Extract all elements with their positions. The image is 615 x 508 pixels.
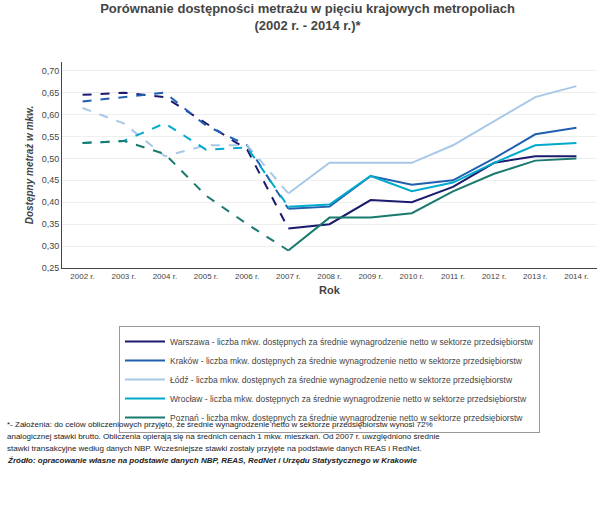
svg-text:Poznań - liczba mkw. dostępnyc: Poznań - liczba mkw. dostępnych za średn…: [170, 413, 523, 423]
svg-text:2003 r.: 2003 r.: [111, 272, 135, 281]
svg-text:2007 r.: 2007 r.: [276, 272, 300, 281]
svg-text:2009 r.: 2009 r.: [358, 272, 382, 281]
svg-text:2014 r.: 2014 r.: [564, 272, 588, 281]
svg-text:2013 r.: 2013 r.: [523, 272, 547, 281]
svg-text:0,40: 0,40: [42, 197, 60, 207]
svg-text:2005 r.: 2005 r.: [194, 272, 218, 281]
svg-text:2006 r.: 2006 r.: [235, 272, 259, 281]
svg-text:Wrocław - liczba mkw. dostępny: Wrocław - liczba mkw. dostępnych za śred…: [170, 394, 527, 404]
svg-text:Rok: Rok: [319, 284, 341, 296]
svg-text:Warszawa - liczba mkw. dostępn: Warszawa - liczba mkw. dostępnych za śre…: [170, 337, 534, 347]
svg-text:0,30: 0,30: [42, 241, 60, 251]
svg-text:0,60: 0,60: [42, 110, 60, 120]
svg-text:Porównanie dostępności metrażu: Porównanie dostępności metrażu w pięciu …: [100, 1, 515, 33]
svg-text:0,55: 0,55: [42, 132, 60, 142]
svg-text:0,65: 0,65: [42, 88, 60, 98]
svg-text:0,50: 0,50: [42, 154, 60, 164]
svg-text:Dostępny metraż w mkw.: Dostępny metraż w mkw.: [24, 106, 35, 225]
svg-text:2004 r.: 2004 r.: [153, 272, 177, 281]
svg-text:Łódź - liczba mkw. dostępnych: Łódź - liczba mkw. dostępnych za średnie…: [170, 375, 513, 385]
svg-text:stawki transakcyjne według dan: stawki transakcyjne według danych NBP. W…: [7, 444, 422, 453]
svg-text:2011 r.: 2011 r.: [441, 272, 465, 281]
svg-text:0,45: 0,45: [42, 175, 60, 185]
svg-text:Źródło: opracowanie własne na: Źródło: opracowanie własne na podstawie …: [7, 456, 417, 465]
svg-text:2008 r.: 2008 r.: [317, 272, 341, 281]
svg-text:analogicznej stawki brutto. Ob: analogicznej stawki brutto. Obliczenia o…: [7, 432, 440, 441]
svg-text:0,35: 0,35: [42, 219, 60, 229]
svg-text:0,70: 0,70: [42, 66, 60, 76]
svg-text:*- Założenia: do celów oblicze: *- Założenia: do celów obliczeniowych pr…: [7, 420, 433, 429]
svg-text:2012 r.: 2012 r.: [482, 272, 506, 281]
svg-text:0,25: 0,25: [42, 263, 60, 273]
svg-text:2010 r.: 2010 r.: [400, 272, 424, 281]
svg-text:2002 r.: 2002 r.: [70, 272, 94, 281]
svg-text:Kraków - liczba mkw. dostępnyc: Kraków - liczba mkw. dostępnych za średn…: [170, 356, 523, 366]
